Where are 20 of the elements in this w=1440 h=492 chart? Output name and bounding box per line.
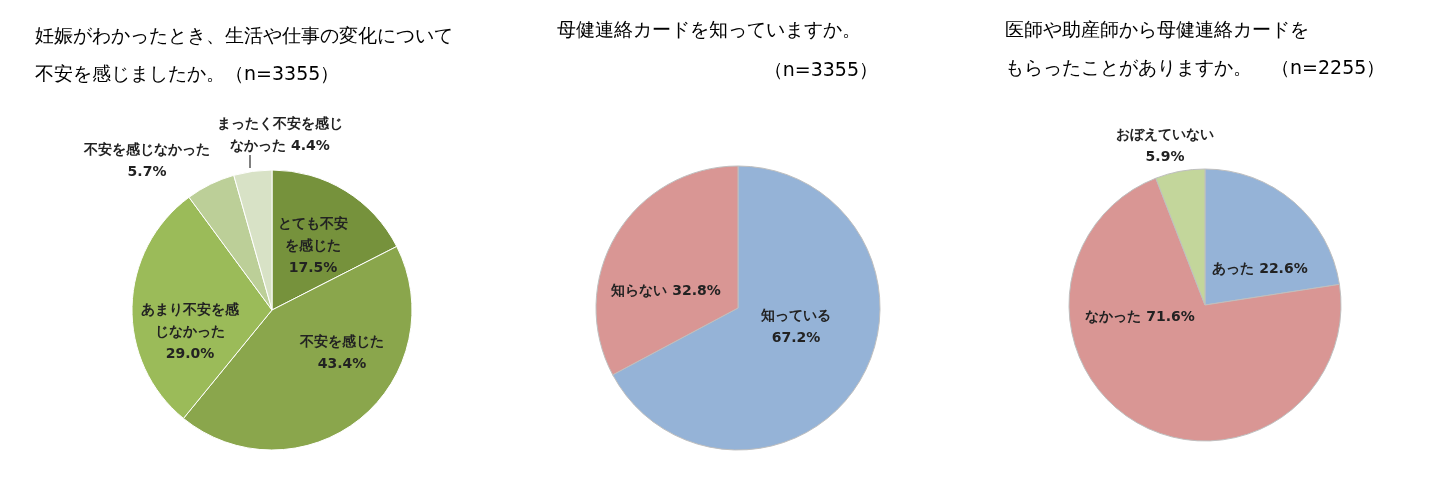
data-label: 67.2%	[771, 329, 821, 345]
slice-label: とても不安を感じた	[278, 215, 348, 253]
slice-label: おぼえていない	[1116, 126, 1214, 142]
chart-title: 妊娠がわかったとき、生活や仕事の変化について不安を感じましたか。（n=3355）	[35, 24, 453, 84]
slice-label: 知らない 32.8%	[610, 282, 721, 298]
chart-subtitle: （n=3355）	[763, 58, 878, 80]
data-label: 29.0%	[165, 345, 215, 361]
slice-label: まったく不安を感じなかった 4.4%	[217, 115, 343, 153]
chart-title: 医師や助産師から母健連絡カードをもらったことがありますか。 （n=2255）	[1005, 18, 1386, 78]
data-label: 5.7%	[127, 163, 167, 179]
slice-label: あった 22.6%	[1212, 260, 1308, 276]
slice-label: 不安を感じなかった	[83, 141, 210, 157]
chart-title: 母健連絡カードを知っていますか。	[557, 18, 861, 40]
slice-label: 知っている	[760, 307, 831, 323]
slice-label: 不安を感じた	[299, 333, 384, 349]
data-label: 17.5%	[288, 259, 338, 275]
slice-label: なかった 71.6%	[1085, 308, 1195, 324]
data-label: 43.4%	[317, 355, 367, 371]
slice-label: あまり不安を感じなかった	[141, 301, 240, 339]
data-label: 5.9%	[1145, 148, 1185, 164]
